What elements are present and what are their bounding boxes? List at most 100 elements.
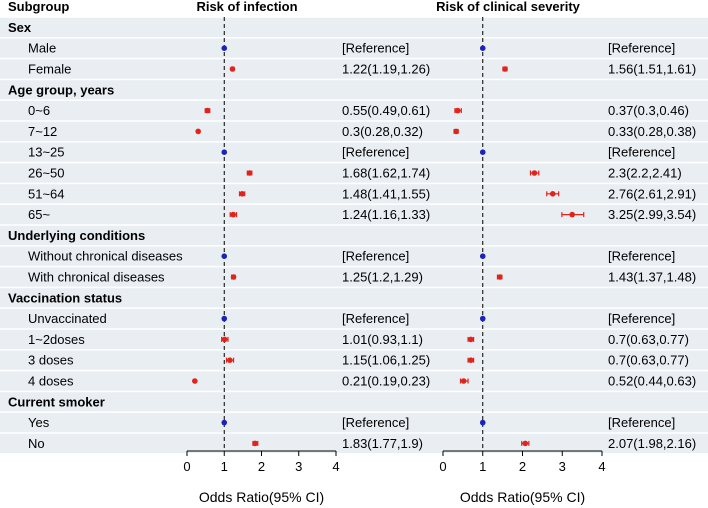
infection-value: [Reference] <box>342 415 409 430</box>
header-subgroup: Subgroup <box>8 0 69 14</box>
infection-value: [Reference] <box>342 41 409 56</box>
row-label: 51~64 <box>28 186 65 201</box>
row-label: Yes <box>28 415 50 430</box>
x-tick-label: 1 <box>479 459 486 474</box>
x-tick-label: 3 <box>559 459 566 474</box>
severity-value: 0.52(0.44,0.63) <box>608 374 696 389</box>
severity-estimate-point <box>502 66 508 72</box>
severity-reference-point <box>479 45 486 51</box>
severity-estimate-point <box>468 336 474 343</box>
infection-estimate-point <box>192 378 198 384</box>
severity-value: 3.25(2.99,3.54) <box>608 207 696 222</box>
rows-layer: Sex Male [Reference] [Reference] Female 1.22(… <box>8 20 696 451</box>
row-label: No <box>28 436 45 451</box>
x-tick-label: 0 <box>439 459 446 474</box>
infection-value: 1.15(1.06,1.25) <box>342 353 430 368</box>
severity-value: [Reference] <box>608 41 675 56</box>
row-label: 1~2doses <box>28 332 85 347</box>
header-risk-of-infection: Risk of infection <box>196 0 297 14</box>
severity-value: 2.76(2.61,2.91) <box>608 186 696 201</box>
x-tick-label: 0 <box>183 459 190 474</box>
row-label: 7~12 <box>28 124 57 139</box>
x-tick-label: 4 <box>598 459 605 474</box>
infection-reference-point <box>221 253 228 259</box>
x-tick-label: 4 <box>332 459 339 474</box>
severity-value: [Reference] <box>608 415 675 430</box>
infection-reference-point <box>221 149 228 155</box>
header-risk-of-clinical-severity: Risk of clinical severity <box>436 0 581 14</box>
infection-reference-point <box>221 419 228 426</box>
infection-value: 0.3(0.28,0.32) <box>342 124 423 139</box>
severity-value: 0.7(0.63,0.77) <box>608 353 689 368</box>
row-label: 0~6 <box>28 103 50 118</box>
infection-value: 1.22(1.19,1.26) <box>342 62 430 77</box>
x-tick-label: 3 <box>295 459 302 474</box>
x-tick-label: 2 <box>519 459 526 474</box>
row-label: 4 doses <box>28 374 74 389</box>
infection-value: [Reference] <box>342 311 409 326</box>
infection-estimate-point <box>246 170 253 176</box>
infection-estimate-point <box>252 440 258 447</box>
infection-value: 1.24(1.16,1.33) <box>342 207 430 222</box>
severity-value: [Reference] <box>608 145 675 160</box>
infection-estimate-point <box>229 66 236 72</box>
infection-estimate-point <box>204 107 211 114</box>
group-label: Current smoker <box>8 394 105 409</box>
row-label: 3 doses <box>28 353 74 368</box>
row-label: Female <box>28 62 71 77</box>
infection-reference-point <box>221 315 228 322</box>
infection-estimate-point <box>230 211 236 218</box>
severity-estimate-point <box>497 274 503 280</box>
row-shading-layer <box>0 16 708 455</box>
infection-estimate-point <box>239 191 245 197</box>
group-label: Sex <box>8 20 32 35</box>
infection-value: 0.55(0.49,0.61) <box>342 103 430 118</box>
severity-value: 1.56(1.51,1.61) <box>608 62 696 77</box>
group-label: Underlying conditions <box>8 228 145 243</box>
severity-reference-point <box>479 149 486 155</box>
row-label: Without chronical diseases <box>28 249 183 264</box>
axes-layer: 0 1 2 3 4 Odds Ratio(95% CI) 0 1 2 3 4 Odds Ratio(9… <box>183 450 606 505</box>
row-label: 13~25 <box>28 145 65 160</box>
reference-lines <box>223 17 484 451</box>
row-label: Unvaccinated <box>28 311 107 326</box>
x-tick-label: 1 <box>221 459 228 474</box>
infection-estimate-point <box>195 128 201 135</box>
severity-reference-point <box>479 419 486 426</box>
infection-value: 1.83(1.77,1.9) <box>342 436 423 451</box>
severity-value: 0.7(0.63,0.77) <box>608 332 689 347</box>
severity-estimate-point <box>522 440 529 447</box>
infection-reference-point <box>221 45 228 51</box>
infection-value: 1.48(1.41,1.55) <box>342 186 430 201</box>
severity-value: [Reference] <box>608 311 675 326</box>
severity-value: 0.33(0.28,0.38) <box>608 124 696 139</box>
severity-reference-point <box>479 253 486 259</box>
infection-value: 1.25(1.2,1.29) <box>342 270 423 285</box>
x-axis-title-infection: Odds Ratio(95% CI) <box>199 489 324 505</box>
severity-estimate-point <box>460 378 467 384</box>
severity-value: 0.37(0.3,0.46) <box>608 103 689 118</box>
row-label: Male <box>28 41 56 56</box>
severity-estimate-point <box>531 170 538 176</box>
severity-estimate-point <box>569 211 575 218</box>
severity-value: 1.43(1.37,1.48) <box>608 270 696 285</box>
group-label: Vaccination status <box>8 290 122 305</box>
x-tick-label: 2 <box>258 459 265 474</box>
infection-value: [Reference] <box>342 145 409 160</box>
severity-estimate-point <box>453 128 459 135</box>
severity-value: 2.3(2.2,2.41) <box>608 166 682 181</box>
row-label: 65~ <box>28 207 50 222</box>
row-label: 26~50 <box>28 166 65 181</box>
infection-estimate-point <box>230 274 237 280</box>
severity-value: [Reference] <box>608 249 675 264</box>
infection-value: 1.68(1.62,1.74) <box>342 166 430 181</box>
x-axis-title-severity: Odds Ratio(95% CI) <box>460 489 585 505</box>
infection-value: 1.01(0.93,1.1) <box>342 332 423 347</box>
severity-estimate-point <box>468 357 474 364</box>
infection-estimate-point <box>221 336 228 343</box>
severity-estimate-point <box>549 191 556 197</box>
group-label: Age group, years <box>8 82 114 97</box>
row-label: With chronical diseases <box>28 270 165 285</box>
severity-value: 2.07(1.98,2.16) <box>608 436 696 451</box>
